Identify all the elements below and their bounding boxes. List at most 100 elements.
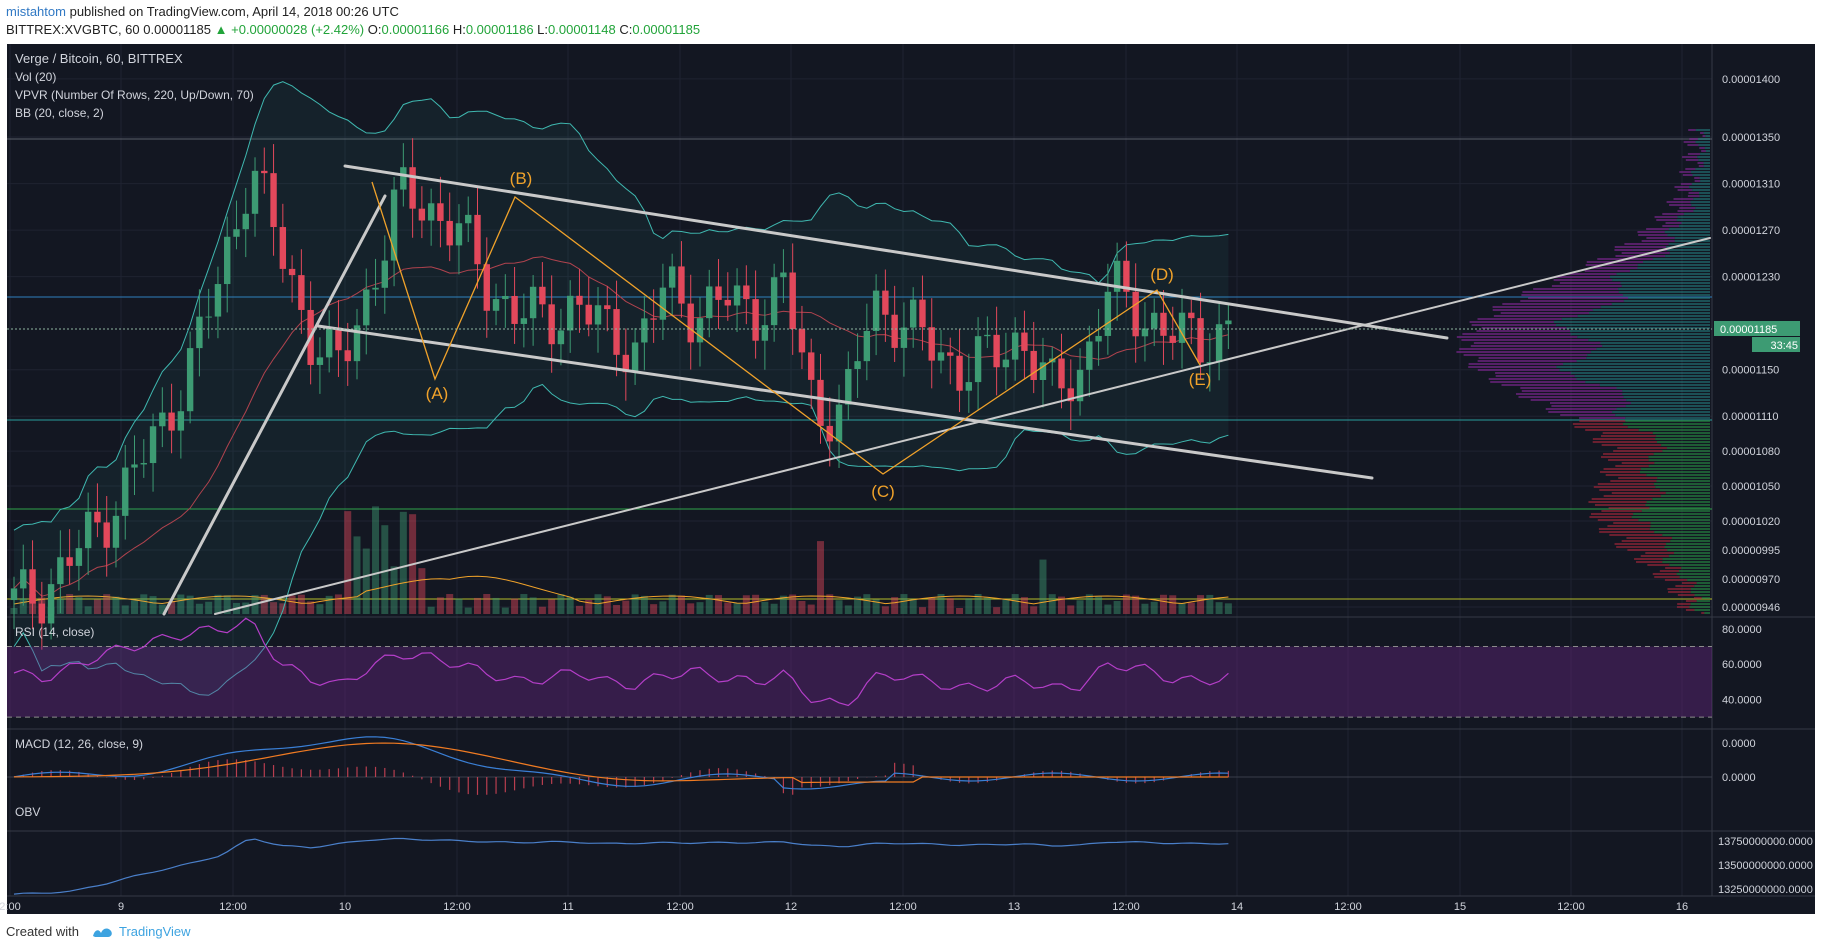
volume-ma bbox=[13, 575, 1229, 605]
vpvr-row bbox=[1693, 210, 1710, 212]
price-tick-label: 0.00001310 bbox=[1722, 179, 1780, 191]
volume-bar bbox=[344, 511, 352, 614]
vpvr-row bbox=[1462, 333, 1571, 335]
candle-body bbox=[474, 214, 481, 265]
volume-bar bbox=[474, 597, 481, 614]
vpvr-row bbox=[1555, 324, 1710, 326]
volume-bar bbox=[511, 598, 519, 614]
price-tick-label: 0.00000946 bbox=[1722, 602, 1780, 614]
vpvr-row bbox=[1615, 414, 1710, 416]
vpvr-row bbox=[1682, 174, 1693, 176]
candle-body bbox=[233, 229, 240, 237]
vpvr-row bbox=[1612, 411, 1710, 413]
candle-body bbox=[604, 305, 611, 310]
price-tick-label: 0.00001230 bbox=[1722, 272, 1780, 284]
vpvr-row bbox=[1690, 591, 1710, 593]
vpvr-row bbox=[1638, 429, 1710, 431]
candle-body bbox=[511, 295, 518, 324]
vpvr-row bbox=[1679, 207, 1696, 209]
vpvr-row bbox=[1662, 225, 1680, 227]
vpvr-row bbox=[1599, 471, 1641, 473]
change-value: +0.00000028 (+2.42%) bbox=[231, 22, 365, 37]
candle-body bbox=[761, 325, 769, 341]
rsi-tick-label: 60.0000 bbox=[1722, 659, 1762, 671]
volume-bar bbox=[483, 594, 491, 614]
candle-body bbox=[631, 342, 639, 373]
vpvr-row bbox=[1493, 315, 1578, 317]
volume-bar bbox=[761, 601, 769, 614]
vpvr-row bbox=[1476, 330, 1570, 332]
vpvr-row bbox=[1698, 144, 1710, 146]
vpvr-row bbox=[1655, 486, 1710, 488]
candle-body bbox=[75, 548, 83, 566]
volume-bar bbox=[909, 598, 917, 614]
vpvr-row bbox=[1667, 588, 1691, 590]
vpvr-row bbox=[1666, 249, 1710, 251]
vpvr-row bbox=[1695, 168, 1710, 170]
vpvr-row bbox=[1697, 138, 1710, 140]
volume-bar bbox=[1224, 603, 1232, 614]
candle-body bbox=[1151, 312, 1158, 329]
volume-bar bbox=[195, 603, 203, 614]
vpvr-row bbox=[1677, 603, 1691, 605]
candle-body bbox=[168, 412, 175, 431]
volume-bar bbox=[1104, 604, 1112, 614]
vpvr-row bbox=[1638, 519, 1710, 521]
chart-canvas[interactable]: (A) (B) (C) (D) (E) 80.0000 60.0000 40.0000 0.0… bbox=[0, 44, 1822, 914]
vpvr-row bbox=[1618, 291, 1710, 293]
vpvr-row bbox=[1687, 144, 1699, 146]
drawings[interactable]: (A) (B) (C) (D) (E) bbox=[7, 164, 1712, 616]
vpvr-row bbox=[1585, 381, 1710, 383]
rsi-tick-label: 80.0000 bbox=[1722, 624, 1762, 636]
volume-bar bbox=[84, 606, 92, 614]
vpvr-row bbox=[1495, 375, 1575, 377]
vpvr-row bbox=[1657, 477, 1710, 479]
vpvr-row bbox=[1599, 384, 1710, 386]
candle-body bbox=[668, 266, 676, 288]
vpvr-row bbox=[1665, 567, 1682, 569]
volume-bar bbox=[668, 594, 676, 614]
symbol-interval: BITTREX:XVGBTC, 60 bbox=[6, 22, 140, 37]
vpvr-row bbox=[1470, 345, 1603, 347]
candle-body bbox=[1215, 324, 1223, 363]
volume-bar bbox=[872, 599, 880, 614]
vpvr-row bbox=[1650, 525, 1710, 527]
price-tick-label: 0.00001110 bbox=[1722, 411, 1778, 423]
volume-bar bbox=[334, 594, 342, 614]
vpvr-row bbox=[1676, 219, 1710, 221]
tradingview-link[interactable]: TradingView bbox=[118, 924, 191, 939]
candle-body bbox=[678, 266, 685, 304]
candle-body bbox=[57, 557, 64, 585]
vpvr-row bbox=[1655, 438, 1710, 440]
vpvr-row bbox=[1468, 366, 1557, 368]
vpvr-row bbox=[1600, 342, 1710, 344]
candle-body bbox=[47, 584, 55, 624]
author-link[interactable]: mistahtom bbox=[6, 4, 66, 19]
candle-body bbox=[1021, 332, 1028, 351]
candle-body bbox=[641, 318, 648, 343]
vpvr-row bbox=[1584, 270, 1630, 272]
vpvr-row bbox=[1610, 276, 1710, 278]
vpvr-row bbox=[1704, 147, 1710, 149]
macd-signal-line bbox=[13, 742, 1229, 784]
candle-body bbox=[20, 569, 27, 589]
vpvr-row bbox=[1656, 441, 1710, 443]
vpvr-row bbox=[1662, 558, 1710, 560]
candle-body bbox=[186, 348, 194, 412]
vpvr-row bbox=[1626, 537, 1672, 539]
candle-body bbox=[381, 260, 388, 288]
candle-body bbox=[94, 511, 101, 523]
time-tick-label: 12:00 bbox=[1557, 901, 1585, 913]
vpvr-row bbox=[1589, 312, 1710, 314]
rsi-title: RSI (14, close) bbox=[15, 625, 94, 639]
wave-label: (B) bbox=[510, 169, 533, 188]
vpvr-row bbox=[1691, 204, 1710, 206]
vpvr-row bbox=[1675, 585, 1695, 587]
volume-bar bbox=[557, 594, 565, 614]
vpvr-row bbox=[1624, 243, 1669, 245]
vpvr-row bbox=[1585, 264, 1638, 266]
vpvr-row bbox=[1698, 159, 1710, 161]
candle-body bbox=[177, 411, 185, 431]
volume-bar bbox=[1095, 596, 1103, 614]
vpvr-row bbox=[1551, 405, 1626, 407]
